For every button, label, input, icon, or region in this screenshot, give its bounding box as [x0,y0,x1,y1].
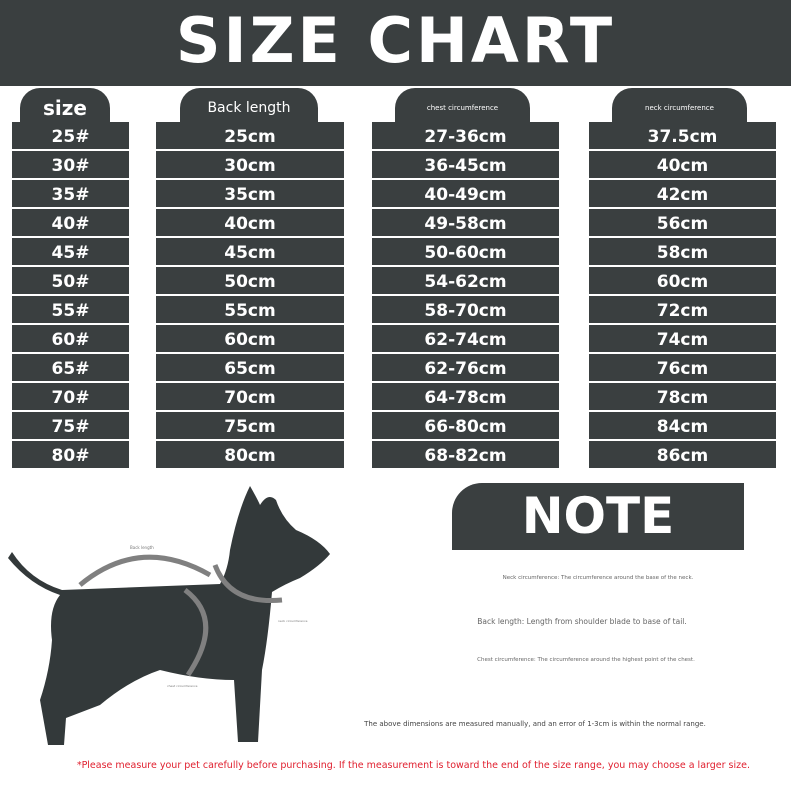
table-cell: 65cm [156,354,344,381]
size-rows: 25# 30# 35# 40# 45# 50# 55# 60# 65# 70# 75# 80# [12,122,129,470]
table-cell: 42cm [589,180,776,207]
neck-header: neck circumference [612,88,747,128]
chest-header: chest circumference [395,88,530,128]
chest-label: chest circumference [167,684,198,688]
measure-arrows-icon [78,554,283,677]
table-cell: 68-82cm [372,441,559,468]
table-cell: 35# [12,180,129,207]
table-cell: 70# [12,383,129,410]
note-heading: NOTE [452,483,744,550]
table-cell: 25cm [156,122,344,149]
neck-rows: 37.5cm 40cm 42cm 56cm 58cm 60cm 72cm 74cm 76cm 78… [589,122,776,470]
table-cell: 65# [12,354,129,381]
back-label: Back length [130,545,154,550]
warning-note: *Please measure your pet carefully befor… [76,760,750,771]
table-cell: 60# [12,325,129,352]
table-cell: 66-80cm [372,412,559,439]
table-cell: 80cm [156,441,344,468]
table-cell: 35cm [156,180,344,207]
table-cell: 70cm [156,383,344,410]
table-cell: 60cm [156,325,344,352]
table-cell: 76cm [589,354,776,381]
table-cell: 62-74cm [372,325,559,352]
title-banner [0,0,791,86]
table-cell: 40cm [589,151,776,178]
size-header: size [20,88,110,128]
table-cell: 55# [12,296,129,323]
table-cell: 80# [12,441,129,468]
table-cell: 54-62cm [372,267,559,294]
table-cell: 50# [12,267,129,294]
table-cell: 55cm [156,296,344,323]
table-cell: 86cm [589,441,776,468]
table-cell: 60cm [589,267,776,294]
table-cell: 78cm [589,383,776,410]
table-cell: 45cm [156,238,344,265]
back-length-rows: 25cm 30cm 35cm 40cm 45cm 50cm 55cm 60cm 65cm 70cm… [156,122,344,470]
chest-note: Chest circumference: The circumference a… [477,657,695,663]
error-note: The above dimensions are measured manual… [364,720,706,728]
table-cell: 75cm [156,412,344,439]
table-cell: 74cm [589,325,776,352]
table-cell: 58cm [589,238,776,265]
back-note: Back length: Length from shoulder blade … [477,617,687,626]
table-cell: 30cm [156,151,344,178]
neck-note: Neck circumference: The circumference ar… [502,575,694,581]
table-cell: 75# [12,412,129,439]
table-cell: 62-76cm [372,354,559,381]
page-title: SIZE CHART [175,4,616,77]
table-cell: 56cm [589,209,776,236]
table-cell: 84cm [589,412,776,439]
table-cell: 58-70cm [372,296,559,323]
chest-rows: 27-36cm 36-45cm 40-49cm 49-58cm 50-60cm 54-62… [372,122,559,470]
dog-measurement-diagram: Back length neck circumference chest cir… [8,486,330,745]
table-cell: 40-49cm [372,180,559,207]
table-cell: 40cm [156,209,344,236]
table-cell: 50-60cm [372,238,559,265]
table-cell: 49-58cm [372,209,559,236]
table-cell: 27-36cm [372,122,559,149]
back-length-header: Back length [180,88,318,128]
table-cell: 40# [12,209,129,236]
neck-label: neck circumference [278,619,308,623]
table-cell: 72cm [589,296,776,323]
table-cell: 37.5cm [589,122,776,149]
table-cell: 50cm [156,267,344,294]
dog-silhouette-icon [8,486,330,745]
table-cell: 25# [12,122,129,149]
table-cell: 64-78cm [372,383,559,410]
table-cell: 30# [12,151,129,178]
table-cell: 45# [12,238,129,265]
table-cell: 36-45cm [372,151,559,178]
